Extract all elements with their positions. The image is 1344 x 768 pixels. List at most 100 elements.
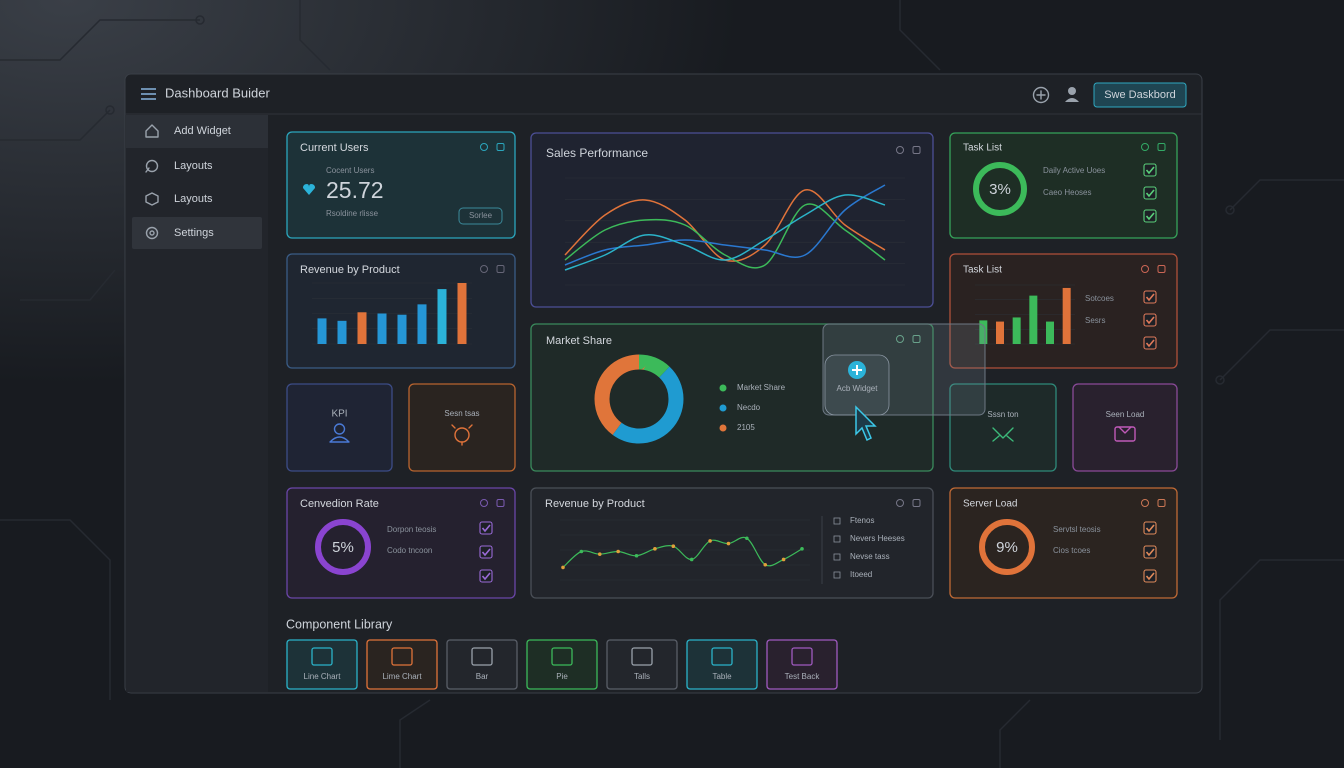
widget-button-label[interactable]: Sorlee [469,211,493,220]
data-point [561,565,565,570]
panel-controls[interactable] [480,143,1166,507]
checkbox-tick [1145,189,1155,198]
checkbox[interactable] [1143,163,1157,177]
line-series [564,194,886,271]
list-text: Dorpon teosis [387,525,436,534]
list-text: Daily Active Uoes [1043,166,1105,175]
checkbox-box[interactable] [1143,569,1157,583]
tile-label[interactable]: Talls [634,672,650,681]
checkbox[interactable] [1143,569,1157,583]
tile-label[interactable]: Lime Chart [382,672,422,681]
user-icon[interactable] [1065,87,1079,102]
tile-icon [551,647,573,666]
data-point [579,549,584,554]
checkbox[interactable] [1143,545,1157,559]
checkbox[interactable] [479,545,493,559]
checkbox-tick [1145,524,1155,533]
checkbox-box[interactable] [1143,545,1157,559]
checkbox[interactable] [479,569,493,583]
checkbox[interactable] [479,521,493,535]
checkbox-box[interactable] [479,569,493,583]
bar [397,314,407,344]
tile-label[interactable]: Bar [476,672,489,681]
save-button-label[interactable]: Swe Daskbord [1104,89,1176,101]
save-button[interactable] [1093,82,1187,108]
sidebar-item[interactable]: Layouts [174,160,213,172]
data-point [708,539,712,543]
legend-dot [719,424,727,432]
plus-sign [852,365,862,375]
checkbox-box[interactable] [479,545,493,559]
sidebar-item[interactable]: Add Widget [174,125,231,137]
menu-icon[interactable] [141,88,156,100]
progress-ring [315,519,371,575]
checkbox[interactable] [1143,336,1157,350]
data-point [671,544,676,548]
bar [1029,295,1038,344]
tile-label[interactable]: Pie [556,672,568,681]
checkbox[interactable] [1143,313,1157,327]
tile-label[interactable]: Table [712,672,732,681]
checkbox-tick [1145,316,1155,325]
checkbox-tick [481,548,491,557]
tile-label[interactable]: Line Chart [304,672,342,681]
data-point [763,562,768,567]
bar [1062,287,1071,344]
tile-label: Seen Load [1106,410,1145,419]
checkbox-box[interactable] [1143,290,1157,304]
app-title: Dashboard Buider [165,85,270,100]
checkbox-tick [1145,339,1155,348]
note: Rsoldine rlisse [326,209,379,218]
checkbox[interactable] [1143,521,1157,535]
data-point [653,547,657,551]
checkbox-box[interactable] [479,521,493,535]
checkbox-tick [1145,166,1155,175]
progress-ring [979,519,1035,575]
checkbox-tick [1145,572,1155,581]
checkbox[interactable] [1143,290,1157,304]
list-text: Cios tcoes [1053,546,1090,555]
tile-label[interactable]: Test Back [785,672,821,681]
checkbox-box[interactable] [1143,313,1157,327]
checkbox-box[interactable] [1143,336,1157,350]
bar [979,320,988,344]
widget-button[interactable] [458,207,503,225]
checkbox[interactable] [1143,186,1157,200]
checkbox-tick [1145,212,1155,221]
sidebar-active [126,115,268,148]
checkbox-box[interactable] [1143,209,1157,223]
add-widget-label[interactable]: Acb Widget [837,384,879,393]
list-text: Servtsl teosis [1053,525,1101,534]
bar [357,312,367,344]
checkbox-box[interactable] [1143,521,1157,535]
sidebar-item[interactable]: Settings [174,227,214,239]
panels [286,131,1178,599]
bar [417,304,427,344]
add-icon[interactable] [1032,86,1050,104]
heart-icon [303,184,315,195]
checkbox[interactable] [1143,209,1157,223]
share-icon [992,427,1014,442]
list-text: Caeo Heoses [1043,188,1091,197]
legend-label: Itoeed [850,570,872,579]
sidebar-item[interactable]: Layouts [174,193,213,205]
metric-value: 25.72 [326,177,384,203]
checkbox-box[interactable] [1143,163,1157,177]
tile-icon [391,647,413,666]
widget-title: Cenvedion Rate [300,498,379,510]
bar [337,320,347,344]
legend-label: Nevers Heeses [850,534,905,543]
tile-label: Sssn ton [987,410,1018,419]
ring-label: 3% [989,181,1011,198]
checkbox-tick [1145,293,1155,302]
checkbox-box[interactable] [1143,186,1157,200]
sidebar-icons [145,124,159,240]
data-point [689,557,694,562]
load-icon [1114,426,1136,442]
widget-title: Task List [963,143,1002,154]
add-widget-overlay[interactable] [822,323,986,416]
widget-title: Revenue by Product [300,264,400,276]
